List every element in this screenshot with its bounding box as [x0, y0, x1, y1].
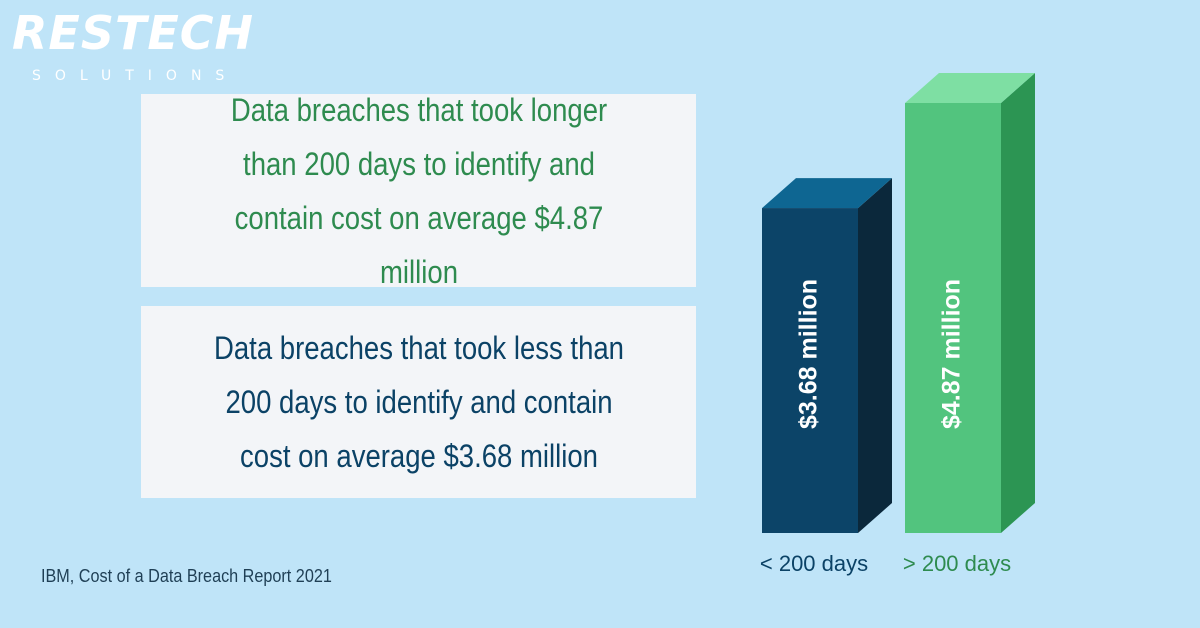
logo-wordmark: RESTECH: [12, 6, 255, 60]
bar-front-2: [905, 103, 1001, 533]
category-label-2: > 200 days: [903, 551, 1011, 576]
stat-text-longer: Data breaches that took longer than 200 …: [230, 91, 607, 290]
bar-group-1: $3.68 million < 200 days: [760, 178, 892, 576]
bar-side-1: [858, 178, 892, 533]
bar-front-1: [762, 208, 858, 533]
logo-tagline: SOLUTIONS: [32, 68, 239, 84]
bar-top-2: [905, 73, 1035, 103]
bar-value-label-1: $3.68 million: [795, 279, 823, 429]
category-label-1: < 200 days: [760, 551, 868, 576]
stat-box-longer: Data breaches that took longer than 200 …: [141, 92, 696, 290]
stat-text-shorter: Data breaches that took less than 200 da…: [213, 330, 624, 474]
stat-box-shorter: Data breaches that took less than 200 da…: [141, 306, 696, 498]
bar-value-label-2: $4.87 million: [938, 279, 966, 429]
bar-side-2: [1001, 73, 1035, 533]
restech-logo: RESTECH SOLUTIONS: [12, 8, 302, 88]
bar-group-2: $4.87 million > 200 days: [903, 73, 1035, 576]
bar-top-1: [762, 178, 892, 209]
source-citation: IBM, Cost of a Data Breach Report 2021: [41, 566, 332, 586]
